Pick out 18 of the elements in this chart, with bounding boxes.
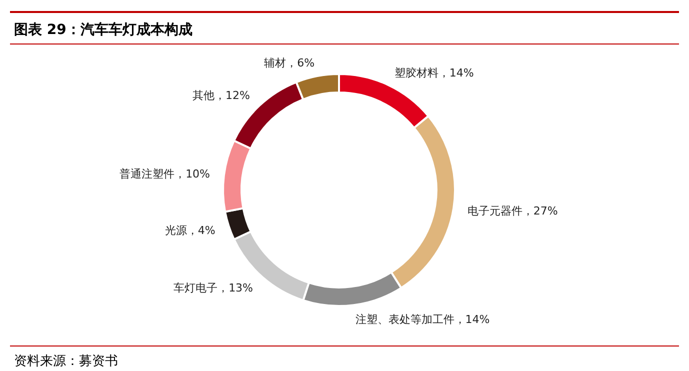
text: 资料来源：募资书 [14, 354, 118, 369]
data-label: ，14% [438, 66, 474, 80]
slice-label: 车灯电子 [174, 282, 218, 295]
chart-title: 图表 29：汽车车灯成本构成 [14, 21, 192, 38]
slice-label: 普通注塑件 [120, 168, 175, 181]
data-label: ，4% [186, 224, 216, 238]
data-label: ，10% [174, 168, 210, 181]
slice-label: 光源 [164, 224, 187, 238]
slice-label: 辅材 [264, 56, 286, 70]
slice-label: 塑胶材料 [394, 66, 438, 80]
data-label: ，12% [214, 89, 250, 102]
slice-label: 其他 [192, 89, 215, 102]
data-label: ，6% [286, 56, 315, 70]
slice-label: 电子元器件 [467, 204, 522, 218]
data-label: ，13% [218, 282, 254, 295]
data-label: ，14% [454, 312, 490, 326]
slice-label: 注塑、表处等加工件 [355, 312, 454, 326]
data-label: ，27% [522, 204, 558, 218]
